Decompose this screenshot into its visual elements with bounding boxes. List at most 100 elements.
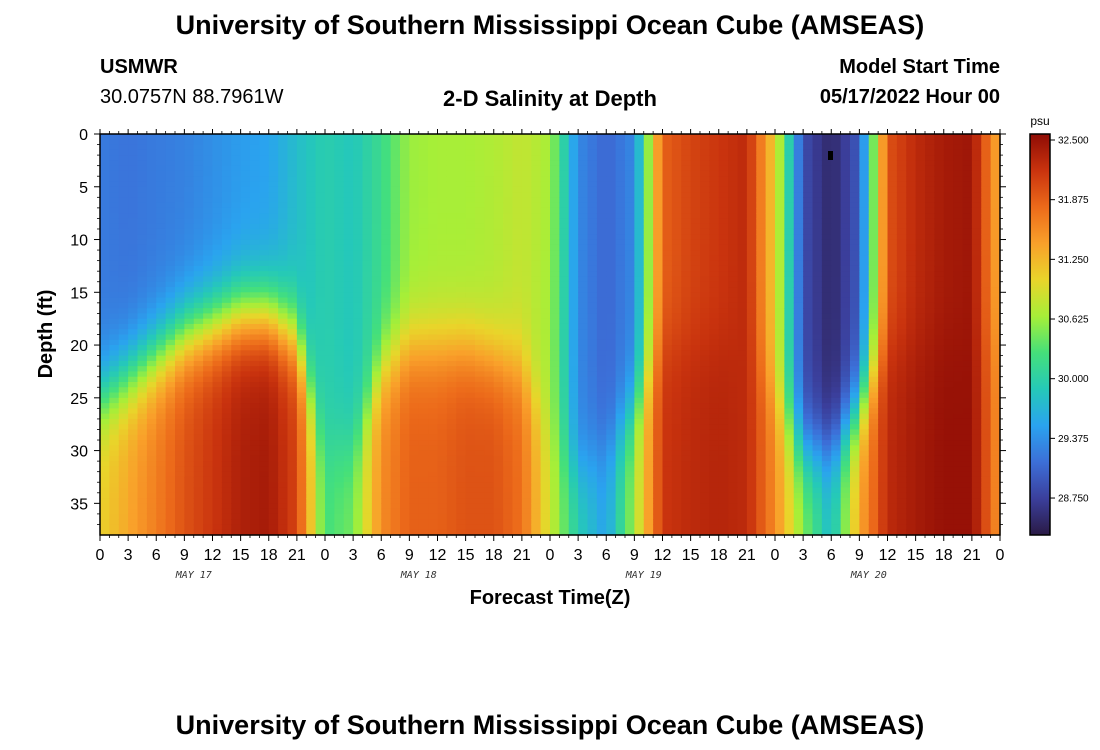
heatmap-cell (240, 471, 251, 478)
heatmap-cell (165, 476, 176, 483)
heatmap-cell (128, 139, 139, 146)
heatmap-cell (446, 186, 457, 193)
heatmap-cell (465, 503, 476, 510)
heatmap-cell (568, 202, 579, 209)
heatmap-cell (418, 519, 429, 526)
heatmap-cell (268, 345, 279, 351)
heatmap-cell (268, 508, 279, 515)
heatmap-cell (606, 234, 617, 241)
heatmap-cell (231, 360, 242, 367)
heatmap-cell (100, 207, 110, 214)
heatmap-cell (596, 207, 607, 214)
heatmap-cell (568, 350, 579, 357)
heatmap-cell (606, 498, 617, 504)
heatmap-cell (634, 524, 645, 531)
heatmap-cell (212, 418, 223, 425)
heatmap-cell (353, 482, 364, 489)
heatmap-cell (128, 339, 139, 346)
heatmap-cell (109, 223, 120, 230)
heatmap-cell (700, 160, 710, 167)
heatmap-cell (428, 255, 439, 262)
heatmap-cell (643, 323, 654, 330)
heatmap-cell (587, 392, 598, 399)
heatmap-cell (146, 408, 157, 415)
heatmap-cell (306, 392, 317, 399)
heatmap-cell (634, 440, 645, 446)
heatmap-cell (456, 297, 467, 304)
heatmap-cell (353, 329, 364, 336)
heatmap-cell (371, 392, 382, 399)
heatmap-cell (559, 239, 570, 246)
heatmap-cell (287, 466, 298, 473)
heatmap-cell (353, 234, 364, 241)
heatmap-cell (418, 408, 429, 415)
heatmap-cell (400, 429, 410, 436)
heatmap-cell (315, 144, 326, 151)
heatmap-cell (250, 139, 260, 146)
heatmap-cell (625, 492, 635, 499)
heatmap-cell (268, 413, 279, 420)
heatmap-cell (503, 355, 514, 362)
heatmap-cell (428, 455, 439, 462)
heatmap-cell (484, 381, 495, 388)
heatmap-cell (671, 371, 682, 378)
heatmap-cell (540, 403, 551, 409)
heatmap-cell (221, 334, 232, 341)
heatmap-cell (381, 455, 392, 462)
heatmap-cell (446, 339, 457, 346)
heatmap-cell (175, 287, 185, 293)
heatmap-cell (446, 149, 457, 156)
heatmap-cell (381, 160, 392, 167)
heatmap-cell (568, 455, 579, 462)
heatmap-cell (578, 503, 589, 510)
heatmap-cell (700, 134, 710, 140)
heatmap-cell (653, 471, 664, 478)
heatmap-cell (662, 508, 673, 515)
heatmap-cell (568, 429, 579, 436)
heatmap-cell (250, 466, 260, 473)
heatmap-cell (334, 313, 345, 320)
heatmap-cell (381, 440, 392, 446)
heatmap-cell (400, 413, 410, 420)
heatmap-cell (540, 440, 551, 446)
heatmap-cell (203, 397, 214, 404)
heatmap-cell (184, 424, 195, 431)
heatmap-cell (512, 228, 523, 235)
heatmap-cell (596, 371, 607, 378)
heatmap-cell (418, 429, 429, 436)
heatmap-cell (165, 371, 176, 378)
heatmap-cell (625, 508, 635, 515)
heatmap-cell (531, 186, 542, 193)
heatmap-cell (250, 381, 260, 388)
heatmap-cell (475, 207, 485, 214)
heatmap-cell (100, 292, 110, 299)
heatmap-cell (550, 424, 560, 431)
heatmap-cell (512, 476, 523, 483)
heatmap-cell (100, 371, 110, 378)
heatmap-cell (596, 292, 607, 299)
heatmap-cell (418, 418, 429, 425)
heatmap-cell (465, 371, 476, 378)
heatmap-cell (371, 255, 382, 262)
heatmap-cell (653, 387, 664, 394)
heatmap-cell (231, 455, 242, 462)
heatmap-cell (109, 155, 120, 161)
heatmap-cell (634, 403, 645, 409)
heatmap-cell (203, 234, 214, 241)
heatmap-cell (643, 250, 654, 256)
heatmap-cell (296, 345, 307, 351)
heatmap-cell (475, 160, 485, 167)
heatmap-cell (503, 413, 514, 420)
heatmap-cell (287, 482, 298, 489)
heatmap-cell (268, 529, 279, 536)
heatmap-cell (165, 287, 176, 293)
heatmap-cell (578, 176, 589, 183)
heatmap-cell (690, 471, 701, 478)
heatmap-cell (606, 455, 617, 462)
heatmap-cell (493, 498, 504, 504)
heatmap-cell (559, 397, 570, 404)
heatmap-cell (596, 392, 607, 399)
heatmap-cell (475, 260, 485, 267)
heatmap-cell (643, 228, 654, 235)
heatmap-cell (118, 392, 129, 399)
